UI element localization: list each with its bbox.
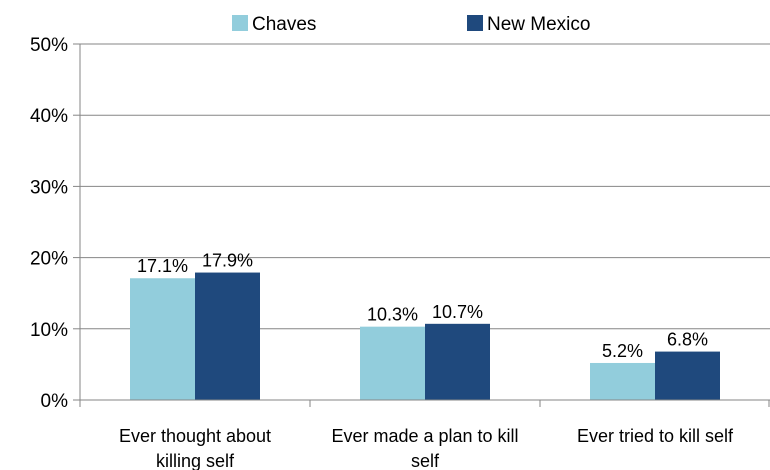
- bar-chaves: [130, 278, 195, 400]
- y-tick-label: 0%: [41, 391, 69, 412]
- bar-chaves: [590, 362, 655, 400]
- y-axis: 0% 10% 20% 30% 40% 50%: [30, 35, 80, 412]
- axes: [79, 44, 770, 407]
- legend-label: Chaves: [252, 14, 316, 35]
- x-axis: Ever thought about killing self Ever made …: [119, 426, 734, 470]
- data-labels: 17.1% 17.9% 10.3% 10.7% 5.2% 6.8%: [137, 251, 708, 361]
- data-label: 10.7%: [432, 302, 483, 322]
- y-tick-label: 20%: [30, 249, 68, 270]
- y-tick-label: 10%: [30, 320, 68, 341]
- bars: [130, 272, 720, 400]
- data-label: 6.8%: [667, 330, 708, 350]
- gridlines: [80, 43, 770, 330]
- data-label: 5.2%: [602, 341, 643, 361]
- legend: Chaves New Mexico: [232, 14, 590, 35]
- x-tick-label: Ever thought about killing self: [119, 426, 271, 470]
- x-tick-label: Ever tried to kill self: [577, 426, 734, 446]
- legend-label: New Mexico: [487, 14, 590, 35]
- bar-new-mexico: [425, 323, 490, 400]
- y-tick-label: 40%: [30, 106, 68, 127]
- data-label: 10.3%: [367, 305, 418, 325]
- y-tick-label: 50%: [30, 35, 68, 56]
- bar-new-mexico: [655, 351, 720, 400]
- y-tick-label: 30%: [30, 177, 68, 198]
- x-tick-label: Ever made a plan to kill self: [331, 426, 518, 470]
- legend-swatch: [467, 15, 483, 31]
- bar-new-mexico: [195, 272, 260, 400]
- data-label: 17.1%: [137, 256, 188, 276]
- legend-swatch: [232, 15, 248, 31]
- data-label: 17.9%: [202, 251, 253, 271]
- bar-chaves: [360, 326, 425, 400]
